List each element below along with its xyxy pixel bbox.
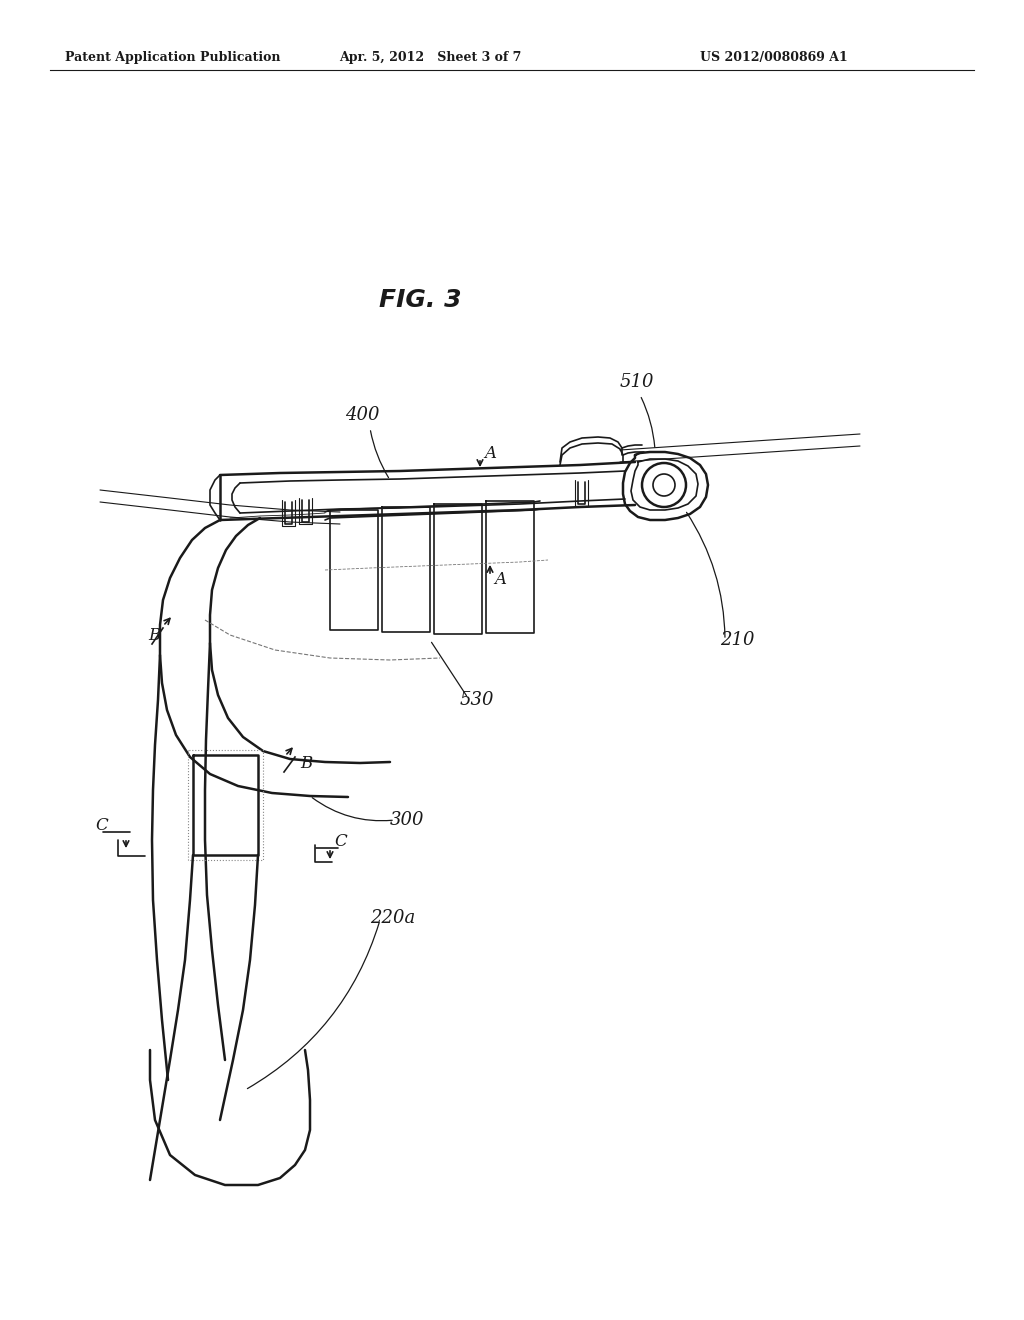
Text: C: C (95, 817, 108, 834)
Text: 220a: 220a (370, 909, 416, 927)
Text: Apr. 5, 2012   Sheet 3 of 7: Apr. 5, 2012 Sheet 3 of 7 (339, 51, 521, 65)
Text: A: A (494, 572, 506, 589)
Text: 530: 530 (460, 690, 495, 709)
Text: B: B (300, 755, 312, 772)
Text: 300: 300 (390, 810, 425, 829)
Text: 210: 210 (720, 631, 755, 649)
Text: C: C (334, 833, 347, 850)
Text: US 2012/0080869 A1: US 2012/0080869 A1 (700, 51, 848, 65)
Text: FIG. 3: FIG. 3 (379, 288, 461, 312)
Text: 510: 510 (620, 374, 654, 391)
Text: 400: 400 (345, 407, 380, 424)
Text: A: A (484, 446, 496, 462)
Text: Patent Application Publication: Patent Application Publication (65, 51, 281, 65)
Text: B: B (148, 627, 160, 644)
